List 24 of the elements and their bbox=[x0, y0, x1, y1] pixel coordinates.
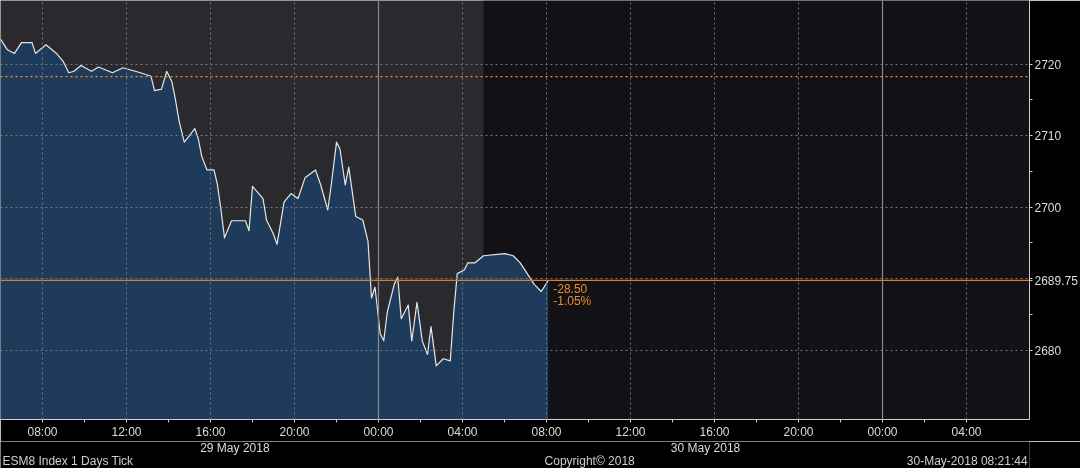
annotation: -28.50 bbox=[553, 281, 588, 296]
text: 30-May-2018 08:21:44 bbox=[906, 453, 1028, 468]
x-tick-label: 20:00 bbox=[279, 424, 310, 439]
text: ESM8 Index 1 Days Tick bbox=[2, 453, 135, 468]
text: Copyright© 2018 bbox=[544, 453, 636, 468]
text: 30 May 2018 bbox=[670, 440, 741, 455]
y-tick-label: 2720 bbox=[1034, 57, 1062, 72]
x-tick-label: 12:00 bbox=[111, 424, 142, 439]
x-tick-label: 08:00 bbox=[27, 424, 58, 439]
x-tick-label: 20:00 bbox=[783, 424, 814, 439]
x-tick-label: 00:00 bbox=[867, 424, 898, 439]
x-tick-label: 12:00 bbox=[615, 424, 646, 439]
x-tick-label: 00:00 bbox=[363, 424, 394, 439]
y-tick-label: 2680 bbox=[1034, 343, 1062, 358]
x-tick-label: 04:00 bbox=[447, 424, 478, 439]
x-tick-label: 16:00 bbox=[195, 424, 226, 439]
x-tick-label: 16:00 bbox=[699, 424, 730, 439]
x-tick-label: 08:00 bbox=[531, 424, 562, 439]
y-tick-label: 2700 bbox=[1034, 200, 1062, 215]
y-tick-label: 2710 bbox=[1034, 129, 1062, 144]
annotation: -1.05% bbox=[553, 294, 592, 309]
ref-line-label: 2689.75 bbox=[1034, 273, 1079, 288]
text: 29 May 2018 bbox=[200, 440, 270, 455]
x-tick-label: 04:00 bbox=[951, 424, 982, 439]
